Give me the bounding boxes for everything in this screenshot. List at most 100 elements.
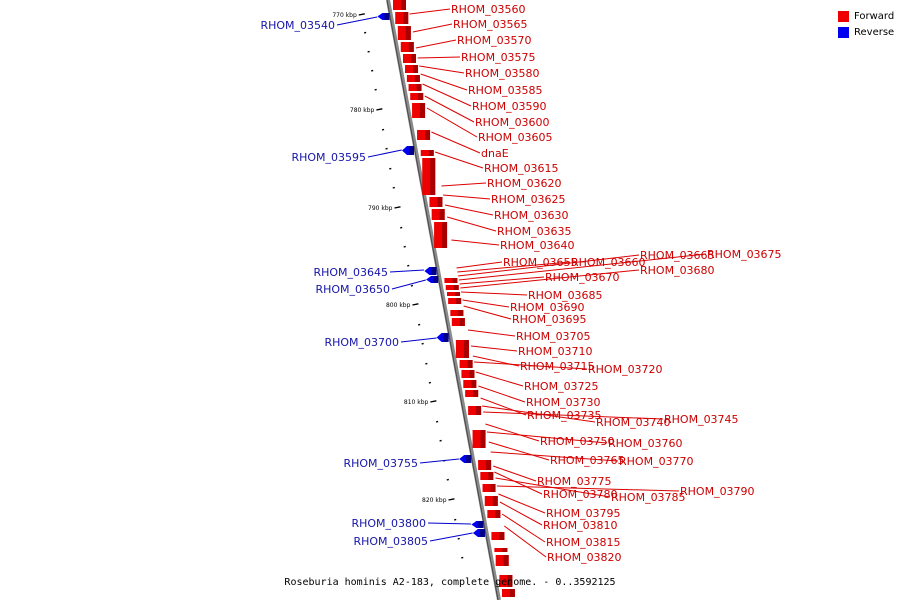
forward-gene-label[interactable]: RHOM_03640	[500, 239, 575, 252]
forward-gene-label[interactable]: RHOM_03740	[596, 416, 671, 429]
forward-gene-shade	[488, 472, 494, 480]
forward-gene-label[interactable]: RHOM_03585	[468, 84, 543, 97]
forward-gene-shade	[418, 93, 424, 100]
forward-gene-label[interactable]: RHOM_03695	[512, 313, 587, 326]
forward-gene-shade	[476, 406, 482, 415]
forward-gene-label[interactable]: RHOM_03630	[494, 209, 569, 222]
forward-gene-label[interactable]: RHOM_03675	[707, 248, 782, 261]
legend-reverse: Reverse	[838, 24, 894, 40]
forward-gene	[444, 278, 458, 283]
minor-tick	[399, 226, 403, 229]
reverse-gene-shade	[433, 276, 439, 283]
kbp-label: 780 kbp	[350, 107, 375, 114]
forward-gene-label[interactable]: RHOM_03590	[472, 100, 547, 113]
forward-gene-label[interactable]: RHOM_03655	[503, 256, 578, 269]
forward-gene-shade	[442, 222, 448, 248]
forward-gene-label[interactable]: RHOM_03715	[520, 360, 595, 373]
minor-tick	[363, 31, 367, 34]
forward-gene-shade	[458, 310, 464, 316]
reverse-gene-label[interactable]: RHOM_03700	[324, 336, 399, 349]
forward-gene-label[interactable]: RHOM_03780	[543, 488, 618, 501]
forward-gene-label[interactable]: RHOM_03580	[465, 67, 540, 80]
leader-line	[429, 532, 473, 542]
forward-gene-label[interactable]: RHOM_03790	[680, 485, 755, 498]
forward-gene-label[interactable]: RHOM_03760	[608, 437, 683, 450]
forward-gene-label[interactable]: RHOM_03665	[640, 249, 715, 262]
minor-tick	[367, 50, 370, 53]
reverse-gene-shade	[409, 146, 415, 155]
minor-tick	[410, 284, 414, 287]
forward-gene-label[interactable]: RHOM_03565	[453, 18, 528, 31]
forward-gene-shade	[439, 209, 445, 220]
forward-gene-label[interactable]: RHOM_03690	[510, 301, 585, 314]
forward-gene-label[interactable]: RHOM_03750	[540, 435, 615, 448]
forward-gene-label[interactable]: RHOM_03685	[528, 289, 603, 302]
reverse-gene-label[interactable]: RHOM_03645	[313, 266, 388, 279]
forward-gene-label[interactable]: RHOM_03745	[664, 413, 739, 426]
forward-gene-shade	[405, 26, 411, 40]
forward-gene-label[interactable]: RHOM_03680	[640, 264, 715, 277]
leader-line	[480, 397, 527, 416]
reverse-gene-label[interactable]: RHOM_03805	[353, 535, 428, 548]
leader-line	[499, 501, 543, 526]
reverse-gene-label[interactable]: RHOM_03595	[291, 151, 366, 164]
forward-gene-label[interactable]: RHOM_03605	[478, 131, 553, 144]
forward-gene	[420, 150, 434, 156]
forward-gene-label[interactable]: RHOM_03635	[497, 225, 572, 238]
kbp-label: 820 kbp	[422, 497, 447, 504]
forward-gene-label[interactable]: RHOM_03770	[619, 455, 694, 468]
forward-gene-label[interactable]: RHOM_03725	[524, 380, 599, 393]
forward-gene	[447, 292, 461, 296]
forward-gene-shade	[459, 318, 465, 326]
reverse-gene-label[interactable]: RHOM_03800	[351, 517, 426, 530]
forward-gene	[461, 370, 475, 378]
forward-gene-label[interactable]: RHOM_03765	[550, 454, 625, 467]
forward-gene-label[interactable]: RHOM_03795	[546, 507, 621, 520]
major-tick	[448, 498, 455, 501]
forward-gene-label[interactable]: RHOM_03570	[457, 34, 532, 47]
forward-gene-label[interactable]: RHOM_03785	[611, 491, 686, 504]
forward-gene-label[interactable]: RHOM_03615	[484, 162, 559, 175]
forward-gene-label[interactable]: RHOM_03560	[451, 3, 526, 16]
genome-backbone	[386, 0, 501, 600]
forward-gene-label[interactable]: RHOM_03710	[518, 345, 593, 358]
forward-gene-label[interactable]: dnaE	[481, 147, 509, 160]
reverse-gene-label[interactable]: RHOM_03755	[343, 457, 418, 470]
reverse-gene-shade	[479, 529, 485, 537]
forward-gene-shade	[425, 130, 431, 140]
major-tick	[394, 206, 401, 209]
leader-line	[458, 254, 640, 277]
leader-line	[420, 73, 468, 91]
forward-gene-label[interactable]: RHOM_03720	[588, 363, 663, 376]
forward-gene-label[interactable]: RHOM_03670	[545, 271, 620, 284]
forward-gene-shade	[410, 54, 416, 63]
forward-gene-label[interactable]: RHOM_03730	[526, 396, 601, 409]
forward-gene-label[interactable]: RHOM_03625	[491, 193, 566, 206]
leader-line	[478, 385, 526, 403]
legend: Forward Reverse	[838, 8, 894, 40]
leader-line	[490, 451, 619, 462]
gene-features	[377, 0, 515, 597]
forward-gene-shade	[437, 197, 443, 207]
forward-gene	[495, 555, 509, 566]
forward-gene-label[interactable]: RHOM_03575	[461, 51, 536, 64]
forward-gene-shade	[507, 575, 513, 587]
forward-gene-label[interactable]: RHOM_03705	[516, 330, 591, 343]
forward-gene-label[interactable]: RHOM_03600	[475, 116, 550, 129]
forward-gene	[417, 130, 431, 140]
forward-gene-label[interactable]: RHOM_03660	[571, 256, 646, 269]
forward-gene-label[interactable]: RHOM_03810	[543, 519, 618, 532]
forward-gene-shade	[453, 285, 459, 290]
leader-line	[459, 276, 545, 285]
forward-gene-label[interactable]: RHOM_03775	[537, 475, 612, 488]
forward-gene-label[interactable]: RHOM_03620	[487, 177, 562, 190]
forward-gene-label[interactable]: RHOM_03815	[546, 536, 621, 549]
forward-gene	[501, 589, 515, 597]
minor-tick	[385, 147, 388, 150]
forward-gene-label[interactable]: RHOM_03735	[527, 409, 602, 422]
forward-gene-label[interactable]: RHOM_03820	[547, 551, 622, 564]
forward-gene-shade	[473, 390, 479, 397]
kbp-label: 810 kbp	[404, 399, 429, 406]
reverse-gene-label[interactable]: RHOM_03650	[315, 283, 390, 296]
reverse-gene-label[interactable]: RHOM_03540	[260, 19, 335, 32]
